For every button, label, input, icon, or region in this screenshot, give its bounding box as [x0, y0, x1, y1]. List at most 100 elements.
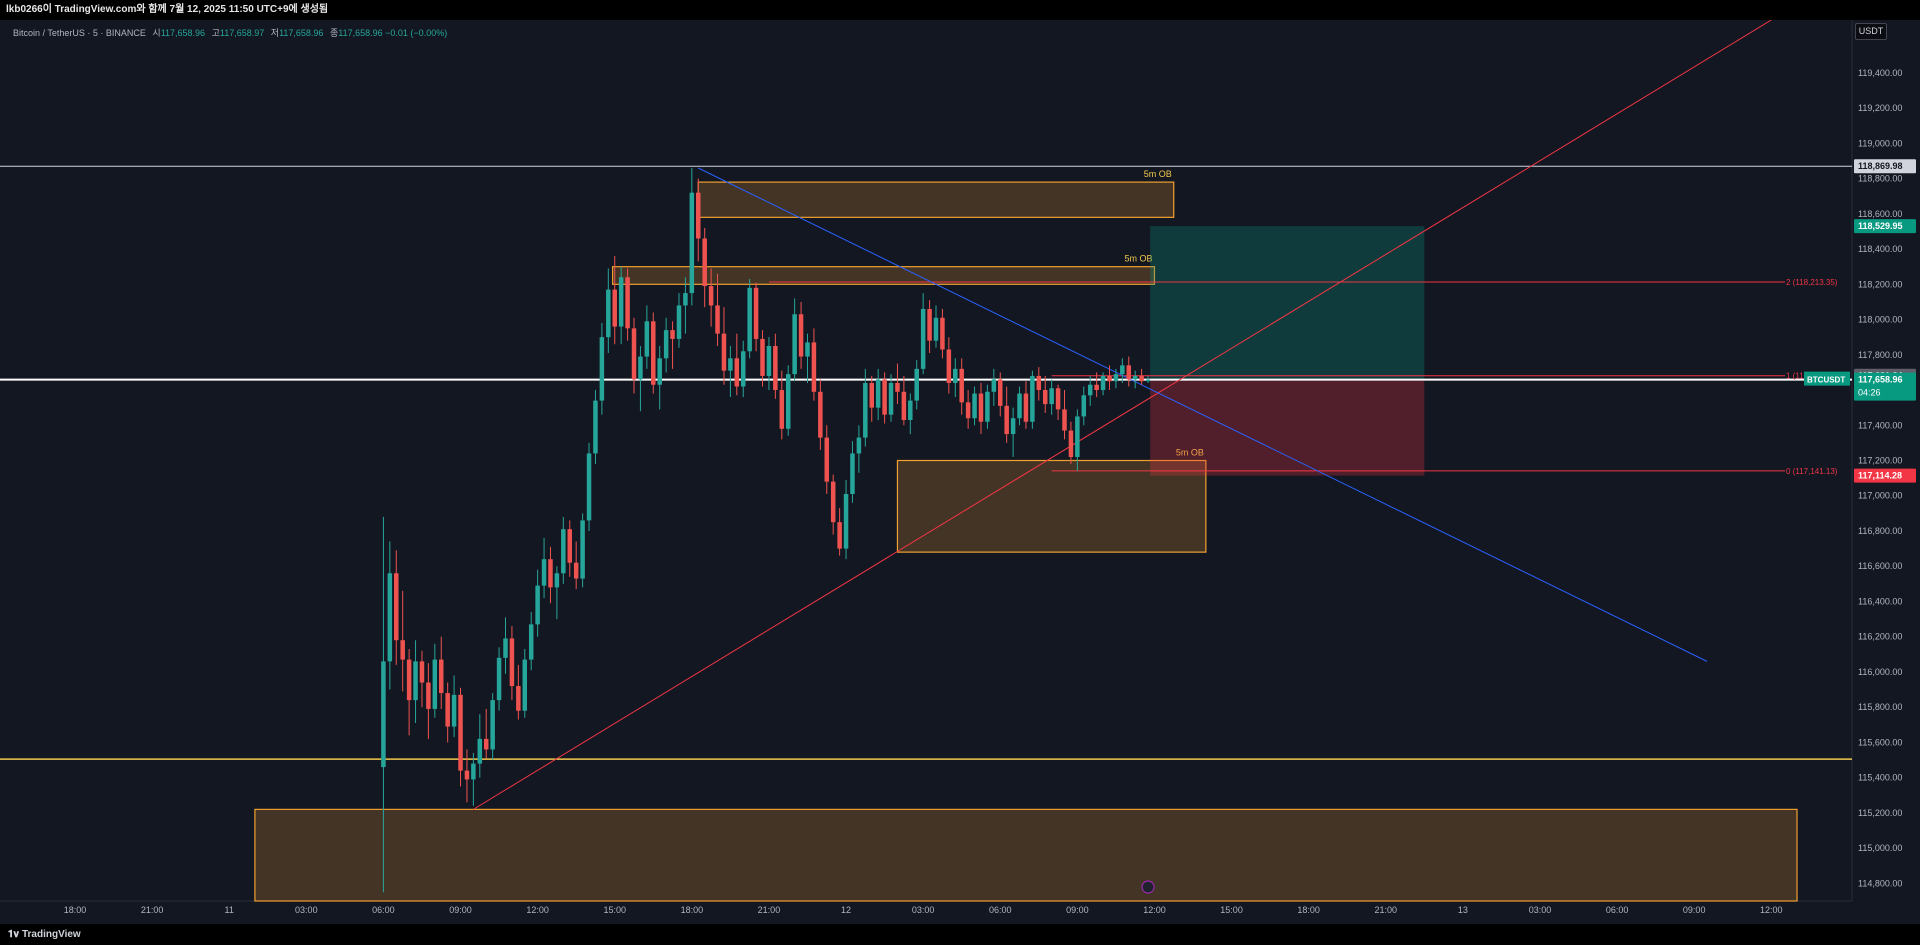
candle-body	[766, 345, 772, 376]
candle-body	[914, 368, 919, 401]
legend-high: 117,658.97	[219, 28, 265, 38]
tradingview-logo[interactable]: 𝟏𝐯 TradingView	[8, 924, 81, 945]
candle-body	[503, 638, 508, 658]
currency-button[interactable]: USDT	[1855, 23, 1887, 40]
candle-body	[843, 493, 849, 549]
candle-body	[1113, 374, 1119, 382]
candle-body	[998, 379, 1003, 406]
candle-body	[696, 192, 701, 239]
candle-body	[882, 379, 887, 415]
candle-body	[631, 328, 637, 380]
candle-body	[1081, 395, 1087, 417]
candle-body	[753, 287, 759, 339]
candle-body	[1055, 388, 1061, 410]
candle-body	[580, 520, 585, 579]
candle-body	[850, 453, 855, 494]
candle-body	[554, 573, 560, 588]
candle-body	[496, 657, 502, 701]
legend-symbol[interactable]: Bitcoin / TetherUS · 5 · BINANCE	[13, 28, 146, 38]
price-tick-label: 116,200.00	[1858, 632, 1902, 642]
time-tick-label: 13	[1458, 905, 1468, 915]
time-tick-label: 18:00	[1297, 905, 1320, 915]
candle-body	[1036, 375, 1042, 391]
candle-body	[1075, 416, 1080, 457]
candle-body	[663, 330, 669, 359]
candle-body	[471, 763, 476, 780]
candle-body	[946, 349, 952, 383]
footer-bar: 𝟏𝐯 TradingView	[0, 924, 1920, 945]
price-tick-label: 118,400.00	[1858, 244, 1902, 254]
candle-body	[908, 400, 913, 420]
candle-body	[438, 659, 444, 694]
candle-body	[863, 382, 868, 438]
candle-body	[612, 289, 617, 327]
order-block-label-0: 5m OB	[1144, 169, 1172, 179]
candle-body	[683, 293, 688, 306]
candle-body	[702, 238, 707, 287]
candle-body	[445, 693, 450, 727]
candle-body	[651, 321, 656, 385]
candle-body	[567, 529, 573, 563]
time-tick-label: 03:00	[295, 905, 318, 915]
candle-body	[1017, 393, 1022, 419]
candle-body	[548, 559, 553, 588]
legend-open-label: 시	[152, 28, 161, 38]
time-tick-label: 11	[225, 905, 234, 915]
time-tick-label: 03:00	[1529, 905, 1552, 915]
candle-body	[773, 345, 778, 391]
fib-label-2: 0 (117,141.13)	[1786, 467, 1838, 476]
candle-body	[535, 585, 540, 625]
candle-body	[1030, 375, 1035, 422]
candle-body	[1139, 375, 1144, 382]
legend-open: 117,658.96	[160, 28, 206, 38]
trendline-1	[698, 167, 1708, 662]
time-tick-label: 12	[841, 905, 851, 915]
time-tick-label: 21:00	[1375, 905, 1398, 915]
price-tick-label: 118,800.00	[1858, 174, 1902, 184]
price-tick-label: 114,800.00	[1858, 878, 1902, 888]
candle-body	[451, 694, 457, 727]
legend-change: −0.01 (−0.00%)	[385, 28, 448, 38]
price-label-bg-3	[1854, 468, 1916, 483]
time-tick-label: 18:00	[64, 905, 87, 915]
candle-body	[740, 351, 746, 387]
candle-body	[978, 393, 984, 422]
candle-body	[400, 640, 405, 660]
price-tick-label: 117,200.00	[1858, 456, 1902, 466]
flash-event-icon[interactable]	[1141, 880, 1155, 894]
brand-text: TradingView	[21, 929, 81, 940]
candle-body	[875, 379, 881, 408]
time-tick-label: 09:00	[1683, 905, 1706, 915]
candle-body	[959, 368, 964, 403]
candle-body	[785, 374, 791, 429]
candle-body	[406, 659, 412, 701]
candle-body	[869, 382, 874, 408]
candle-body	[818, 391, 823, 438]
candle-body	[516, 686, 521, 711]
time-tick-label: 18:00	[681, 905, 704, 915]
symbol-badge: BTCUSDT	[1807, 376, 1845, 385]
candle-body	[708, 286, 714, 306]
last-price-bg	[1854, 372, 1916, 401]
candle-body	[689, 192, 695, 294]
price-label-0: 118,869.98	[1858, 161, 1903, 171]
candle-body	[1087, 384, 1093, 396]
trendline-0	[473, 20, 1772, 810]
order-block-label-2: 5m OB	[1176, 448, 1204, 458]
candle-body	[458, 694, 463, 771]
legend-low: 117,658.96	[279, 28, 324, 38]
candle-body	[805, 342, 810, 357]
candle-body	[985, 391, 990, 422]
candle-body	[895, 382, 900, 392]
candle-body	[625, 277, 630, 329]
candle-body	[1010, 418, 1016, 435]
candle-body	[1023, 393, 1029, 422]
candle-body	[965, 402, 971, 419]
candle-body	[728, 358, 733, 371]
plot-background	[0, 20, 1852, 924]
price-tick-label: 115,000.00	[1858, 843, 1902, 853]
price-tick-label: 119,200.00	[1858, 103, 1902, 113]
candle-body	[670, 330, 675, 339]
